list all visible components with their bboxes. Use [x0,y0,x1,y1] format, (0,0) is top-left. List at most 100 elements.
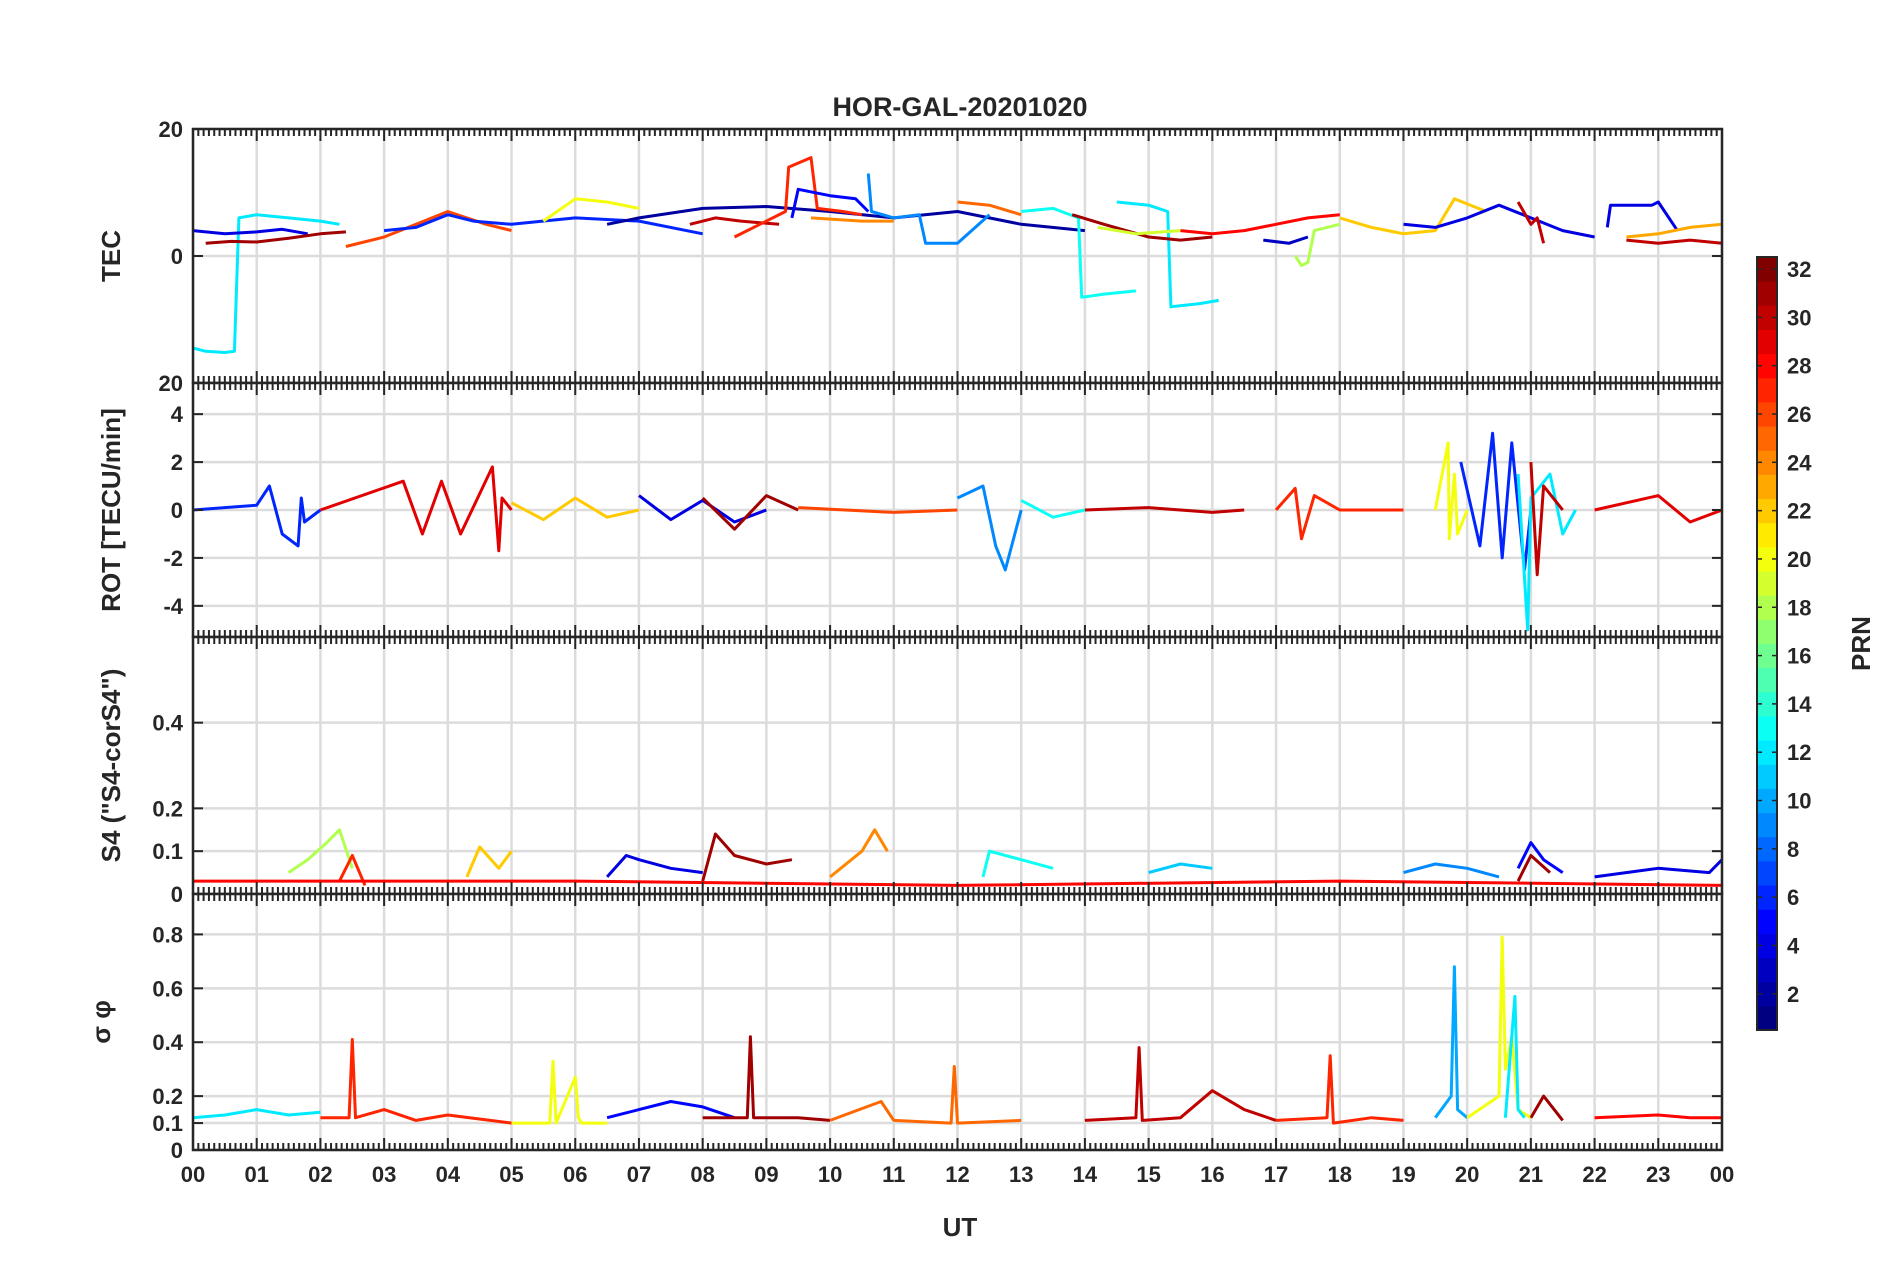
colorbar-tick-label: 8 [1787,837,1799,862]
series-line-prn-30 [1516,201,1546,244]
colorbar-segment [1757,498,1777,524]
series-line-prn-30 [1529,462,1564,577]
colorbar-tick-label: 16 [1787,644,1811,669]
series-line-prn-28 [1594,1113,1722,1120]
series-line-prn-27 [733,156,863,239]
series-line-prn-3 [1263,235,1309,245]
series-line-prn-9 [866,173,991,245]
y-tick-label: 0 [171,244,183,269]
series-line-prn-13 [1020,499,1086,519]
series-line-prn-4 [193,227,308,236]
series-line-prn-4 [1594,858,1722,879]
panel-tec: 20 0 20 TEC [96,117,1724,396]
series-line-prn-31 [701,494,799,531]
x-tick-label: 01 [244,1162,268,1187]
y-axis-label: ROT [TECU/min] [96,408,126,612]
y-axis-label: S4 ("S4-corS4") [96,669,126,863]
y-tick-label: 20 [159,117,183,142]
series-line-prn-24 [829,828,889,879]
colorbar-segment [1757,812,1777,838]
y-tick-label: 0.2 [152,1084,183,1109]
x-tick-label: 16 [1200,1162,1224,1187]
y-tick-label: 2 [171,450,183,475]
x-tick-label: 04 [436,1162,461,1187]
series-line-prn-9 [1403,862,1500,879]
series-line-prn-4 [1403,203,1595,239]
x-tick-label: 02 [308,1162,332,1187]
x-tick-label: 22 [1582,1162,1606,1187]
series-line-prn-25 [829,1065,1022,1125]
series-line-prn-31 [1529,1094,1564,1122]
series-line-prn-20 [542,197,640,223]
series-line-prn-4 [605,854,703,878]
x-tick-label: 13 [1009,1162,1033,1187]
colorbar-segment [1757,740,1777,765]
colorbar-tick-label: 14 [1787,692,1812,717]
x-tick-label: 05 [499,1162,523,1187]
colorbar-segment [1757,933,1777,959]
x-tick-label: 14 [1073,1162,1098,1187]
series-line-prn-12 [1516,472,1577,632]
colorbar-segment [1757,836,1777,862]
series-line-prn-31 [701,832,793,882]
colorbar-segment [1757,619,1777,644]
series-line-prn-4 [1605,200,1679,232]
colorbar-tick-label: 6 [1787,885,1799,910]
series-line-prn-19 [1097,225,1181,236]
x-tick-label: 10 [818,1162,842,1187]
series-line-prn-5 [790,187,870,219]
series-line-prn-12 [1503,994,1526,1119]
chart-title: HOR-GAL-20201020 [832,92,1087,122]
colorbar-segment [1757,329,1777,355]
colorbar-segment [1757,595,1777,620]
series-line-prn-12 [1116,200,1219,309]
colorbar-segment [1757,257,1777,282]
y-tick-label: 0.6 [152,976,183,1001]
series-line-prn-23 [1626,222,1722,239]
series-group [193,431,1722,632]
series-line-prn-18 [1293,222,1341,267]
colorbar-segment [1757,546,1777,572]
series-line-prn-27 [320,1038,512,1125]
x-tick-label: 21 [1519,1162,1543,1187]
series-line-prn-10 [1434,965,1469,1119]
colorbar-tick-label: 10 [1787,789,1811,814]
series-line-prn-31 [205,230,347,245]
colorbar-segment [1757,426,1777,451]
series-line-prn-26 [798,506,958,514]
y-tick-label: 0.1 [152,839,183,864]
x-tick-label: 18 [1328,1162,1352,1187]
y-tick-label: -2 [163,546,183,571]
colorbar-tick-label: 4 [1787,933,1800,958]
series-line-prn-11 [1148,862,1213,875]
x-tick-label: 15 [1136,1162,1160,1187]
colorbar-segment [1757,353,1777,379]
colorbar-tick-label: 12 [1787,740,1811,765]
series-line-prn-28 [1180,213,1340,236]
x-tick-label: 07 [627,1162,651,1187]
series-line-prn-29 [319,465,513,553]
y-tick-label: 20 [159,371,183,396]
x-tick-label: 19 [1391,1162,1415,1187]
series-line-prn-31 [1516,854,1552,882]
colorbar-segment [1757,474,1777,500]
colorbar-segment [1757,377,1777,403]
y-tick-label: 0 [171,1138,183,1163]
series-line-prn-22 [465,845,513,878]
y-tick-label: 0.8 [152,922,183,947]
series-line-prn-22 [510,496,640,522]
x-tick-label: 03 [372,1162,396,1187]
series-line-prn-13 [981,849,1054,878]
x-tick-label: 20 [1455,1162,1479,1187]
x-tick-label: 12 [945,1162,969,1187]
x-tick-label: 00 [181,1162,205,1187]
series-line-prn-5 [606,1100,735,1120]
series-line-prn-12 [193,1108,321,1120]
y-tick-label: -4 [163,594,183,619]
y-tick-label: 0.1 [152,1111,183,1136]
colorbar-segment [1757,450,1777,475]
panel-s4: 0 0.1 0.2 0.4 S4 ("S4-corS4") [96,635,1724,907]
series-line-prn-20 [511,1059,608,1125]
x-tick-label: 17 [1264,1162,1288,1187]
